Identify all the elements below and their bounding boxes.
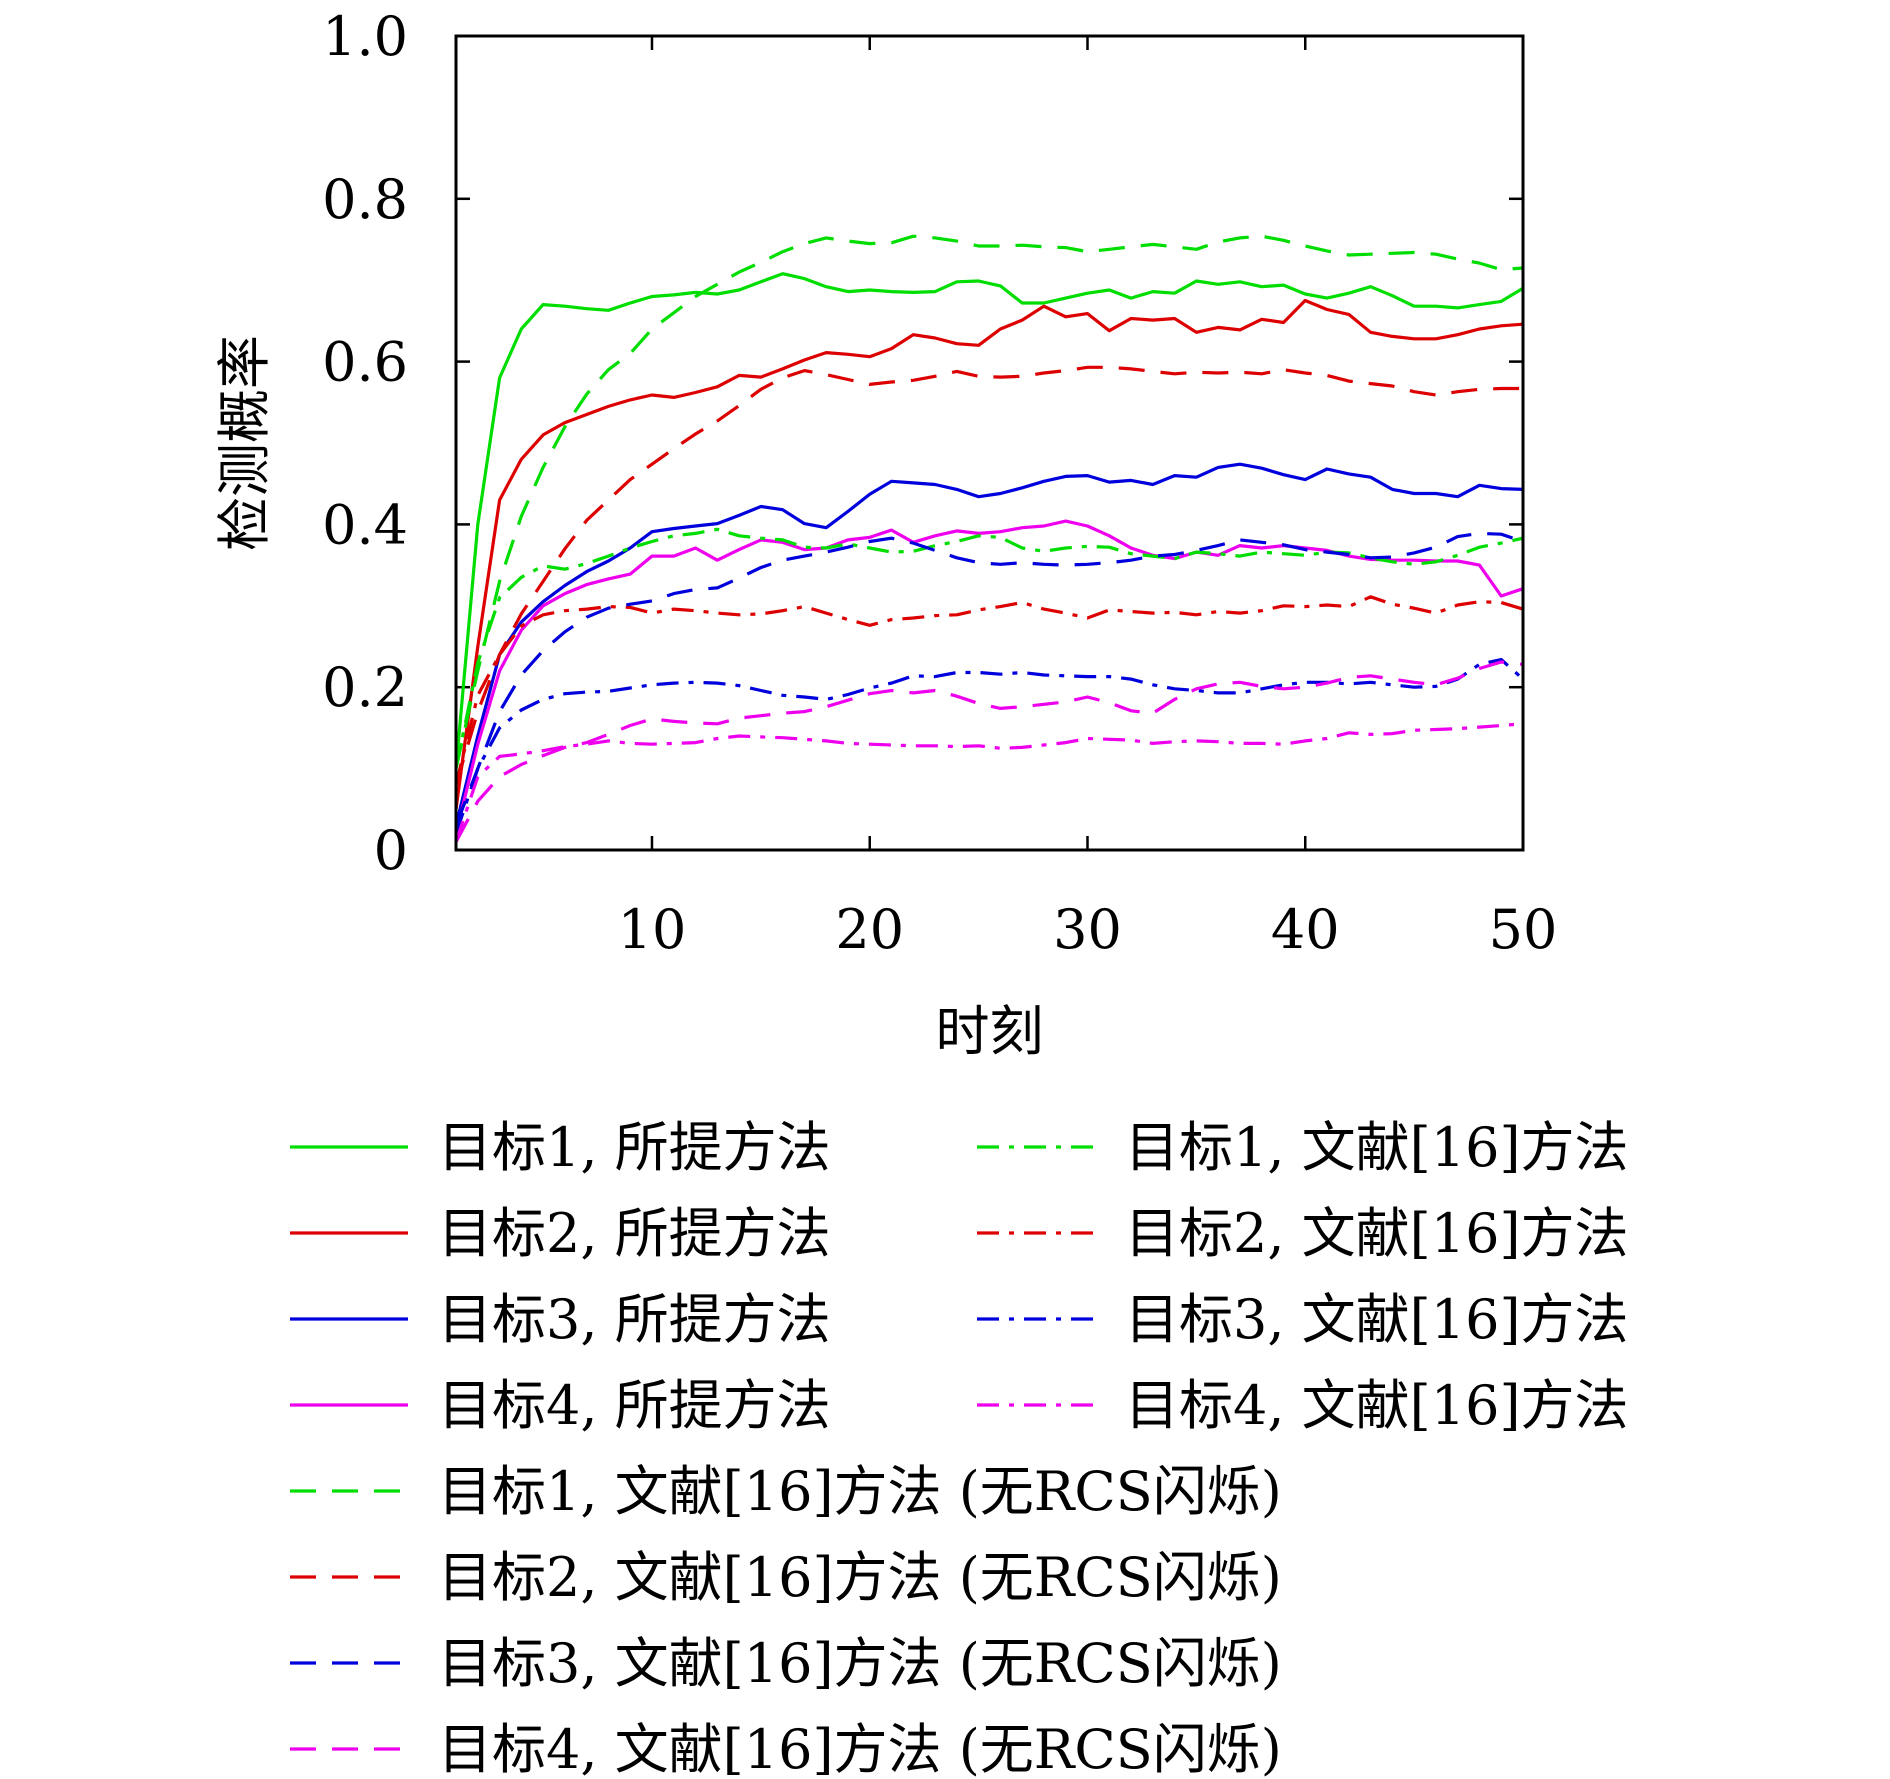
y-tick-label: 1.0 bbox=[322, 5, 408, 68]
y-axis-ticks: 0 0.2 0.4 0.6 0.8 1.0 bbox=[322, 5, 1523, 882]
x-tick-label: 50 bbox=[1489, 898, 1558, 961]
legend-label-9: 目标1, 文献[16]方法 (无RCS闪烁) bbox=[438, 1460, 1282, 1523]
plot-lines bbox=[454, 234, 1525, 843]
legend-label-2: 目标2, 所提方法 bbox=[438, 1202, 831, 1265]
series-line-12 bbox=[454, 660, 1524, 843]
series-line-10 bbox=[454, 365, 1523, 786]
y-axis-label: 检测概率 bbox=[213, 335, 276, 551]
series-line-6 bbox=[454, 595, 1524, 786]
y-tick-label: 0.6 bbox=[322, 331, 408, 394]
legend-label-12: 目标4, 文献[16]方法 (无RCS闪烁) bbox=[438, 1718, 1282, 1779]
series-line-8 bbox=[454, 722, 1524, 843]
x-tick-label: 40 bbox=[1271, 898, 1340, 961]
x-tick-label: 10 bbox=[618, 898, 687, 961]
series-line-9 bbox=[454, 234, 1524, 769]
legend-label-1: 目标1, 所提方法 bbox=[438, 1116, 831, 1179]
legend-label-5: 目标1, 文献[16]方法 bbox=[1125, 1116, 1629, 1179]
series-line-3 bbox=[454, 462, 1524, 826]
series-line-1 bbox=[454, 272, 1524, 769]
plot-frame bbox=[454, 34, 1525, 852]
y-tick-label: 0.2 bbox=[322, 656, 408, 719]
series-line-5 bbox=[454, 527, 1524, 769]
legend-label-4: 目标4, 所提方法 bbox=[438, 1374, 831, 1437]
y-tick-label: 0.4 bbox=[322, 493, 408, 556]
x-axis-ticks: 10 20 30 40 50 bbox=[618, 36, 1558, 961]
x-tick-label: 30 bbox=[1053, 898, 1122, 961]
legend-label-6: 目标2, 文献[16]方法 bbox=[1125, 1202, 1629, 1265]
y-tick-label: 0 bbox=[374, 819, 408, 882]
legend-label-11: 目标3, 文献[16]方法 (无RCS闪烁) bbox=[438, 1632, 1282, 1695]
legend-label-7: 目标3, 文献[16]方法 bbox=[1125, 1288, 1629, 1351]
series-line-2 bbox=[454, 298, 1524, 810]
x-tick-label: 20 bbox=[835, 898, 904, 961]
legend-label-8: 目标4, 文献[16]方法 bbox=[1125, 1374, 1629, 1437]
series-line-11 bbox=[454, 531, 1524, 827]
y-tick-label: 0.8 bbox=[322, 168, 408, 231]
series-line-7 bbox=[454, 657, 1525, 835]
legend-label-3: 目标3, 所提方法 bbox=[438, 1288, 831, 1351]
legend-label-10: 目标2, 文献[16]方法 (无RCS闪烁) bbox=[438, 1546, 1282, 1609]
x-axis-label: 时刻 bbox=[936, 1000, 1044, 1063]
